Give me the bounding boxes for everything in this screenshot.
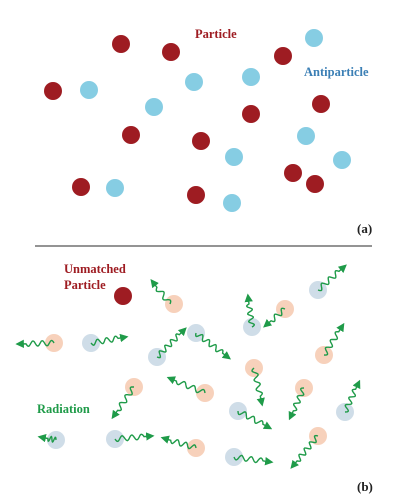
panel-b <box>18 266 359 467</box>
radiation-photon <box>318 266 345 291</box>
radiation-photon <box>324 325 343 355</box>
antiparticle <box>242 68 260 86</box>
panel-b-label: (b) <box>357 479 373 494</box>
particle <box>242 105 260 123</box>
particle <box>162 43 180 61</box>
antiparticle <box>225 148 243 166</box>
annihilated-particle <box>165 295 183 313</box>
particle <box>187 186 205 204</box>
particle <box>72 178 90 196</box>
radiation-photon <box>113 387 134 417</box>
antiparticle <box>297 127 315 145</box>
antiparticle <box>106 179 124 197</box>
unmatched-label-line1: Unmatched <box>64 262 126 276</box>
unmatched-particle <box>114 287 132 305</box>
particle <box>284 164 302 182</box>
antiparticle <box>223 194 241 212</box>
panel-a <box>44 29 351 212</box>
radiation-photon <box>169 378 205 393</box>
particle <box>192 132 210 150</box>
antiparticle <box>185 73 203 91</box>
particle <box>312 95 330 113</box>
particle-label: Particle <box>195 27 237 41</box>
antiparticle <box>145 98 163 116</box>
radiation-photon <box>238 411 270 428</box>
particle <box>112 35 130 53</box>
antiparticle <box>80 81 98 99</box>
antiparticle <box>305 29 323 47</box>
antiparticle-label: Antiparticle <box>304 65 369 79</box>
panel-a-label: (a) <box>357 221 372 236</box>
antiparticle <box>333 151 351 169</box>
radiation-label: Radiation <box>37 402 90 416</box>
particle <box>274 47 292 65</box>
particle <box>44 82 62 100</box>
particle <box>122 126 140 144</box>
particle <box>306 175 324 193</box>
unmatched-label-line2: Particle <box>64 278 106 292</box>
